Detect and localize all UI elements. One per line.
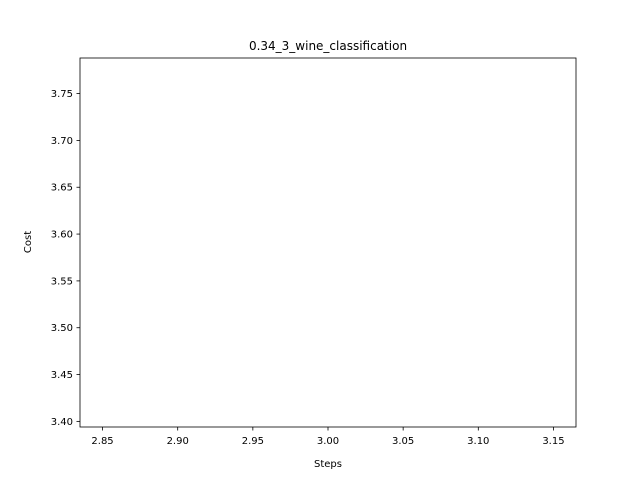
- y-tick-label: 3.75: [51, 89, 73, 100]
- x-tick-label: 2.85: [91, 436, 113, 447]
- plot-area: [79, 57, 577, 428]
- y-tick-label: 3.70: [51, 136, 73, 147]
- x-tick-label: 2.90: [167, 436, 189, 447]
- x-axis-ticks: 2.85 2.90 2.95 3.00 3.05 3.10 3.15: [91, 427, 565, 447]
- y-axis-ticks: 3.40 3.45 3.50 3.55 3.60 3.65 3.70 3.75: [51, 89, 80, 428]
- x-tick-label: 3.10: [467, 436, 489, 447]
- y-axis-label: Cost: [23, 231, 34, 253]
- y-tick-label: 3.50: [51, 323, 73, 334]
- y-tick-label: 3.60: [51, 230, 73, 241]
- y-tick-label: 3.45: [51, 370, 73, 381]
- x-tick-label: 2.95: [242, 436, 264, 447]
- y-tick-label: 3.55: [51, 276, 73, 287]
- x-tick-label: 3.00: [317, 436, 339, 447]
- y-tick-label: 3.40: [51, 417, 73, 428]
- y-tick-label: 3.65: [51, 183, 73, 194]
- x-tick-label: 3.15: [542, 436, 564, 447]
- x-tick-label: 3.05: [392, 436, 414, 447]
- chart-title: 0.34_3_wine_classification: [249, 39, 407, 53]
- x-axis-label: Steps: [314, 459, 342, 470]
